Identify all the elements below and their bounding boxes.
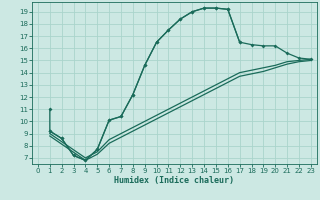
X-axis label: Humidex (Indice chaleur): Humidex (Indice chaleur)	[115, 176, 234, 185]
